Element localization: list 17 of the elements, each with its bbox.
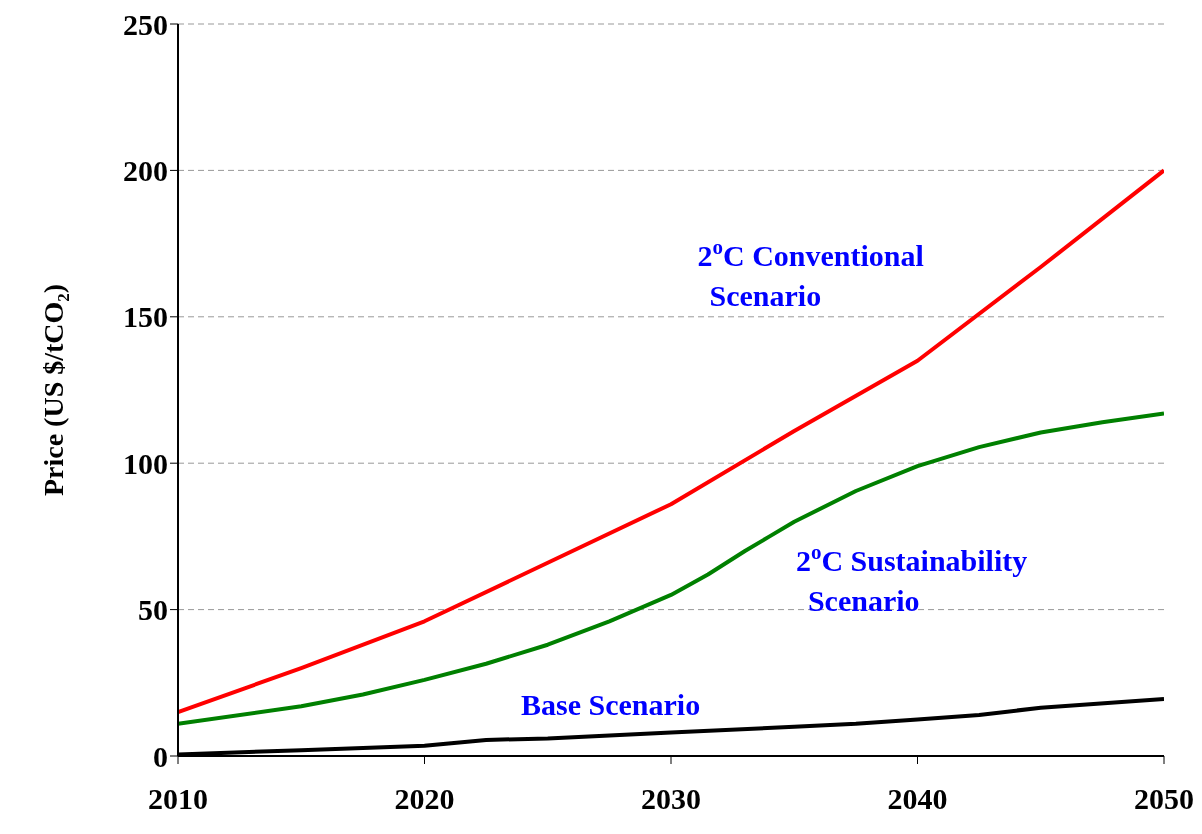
line-series [178, 168, 1164, 715]
y-axis-title: Price (US $/tCO₂) [37, 283, 69, 497]
line-series [178, 411, 1164, 726]
series-label: Base Scenario [521, 687, 701, 721]
y-tick-label: 250 [123, 7, 168, 41]
series-label: 2$^{o}$C Conventional Scenario [697, 234, 924, 312]
x-tick-label: 2010 [148, 782, 208, 816]
y-tick-label: 50 [138, 593, 168, 627]
x-tick-label: 2020 [394, 782, 455, 816]
y-tick-label: 100 [123, 446, 168, 480]
y-tick-label: 0 [153, 739, 168, 773]
y-tick-label: 200 [123, 154, 168, 188]
x-tick-label: 2030 [641, 782, 701, 816]
series-label: 2$^{o}$C Sustainability Scenario [795, 540, 1028, 618]
x-tick-label: 2040 [887, 782, 948, 816]
y-tick-label: 150 [123, 300, 168, 334]
x-tick-label: 2050 [1134, 782, 1194, 816]
